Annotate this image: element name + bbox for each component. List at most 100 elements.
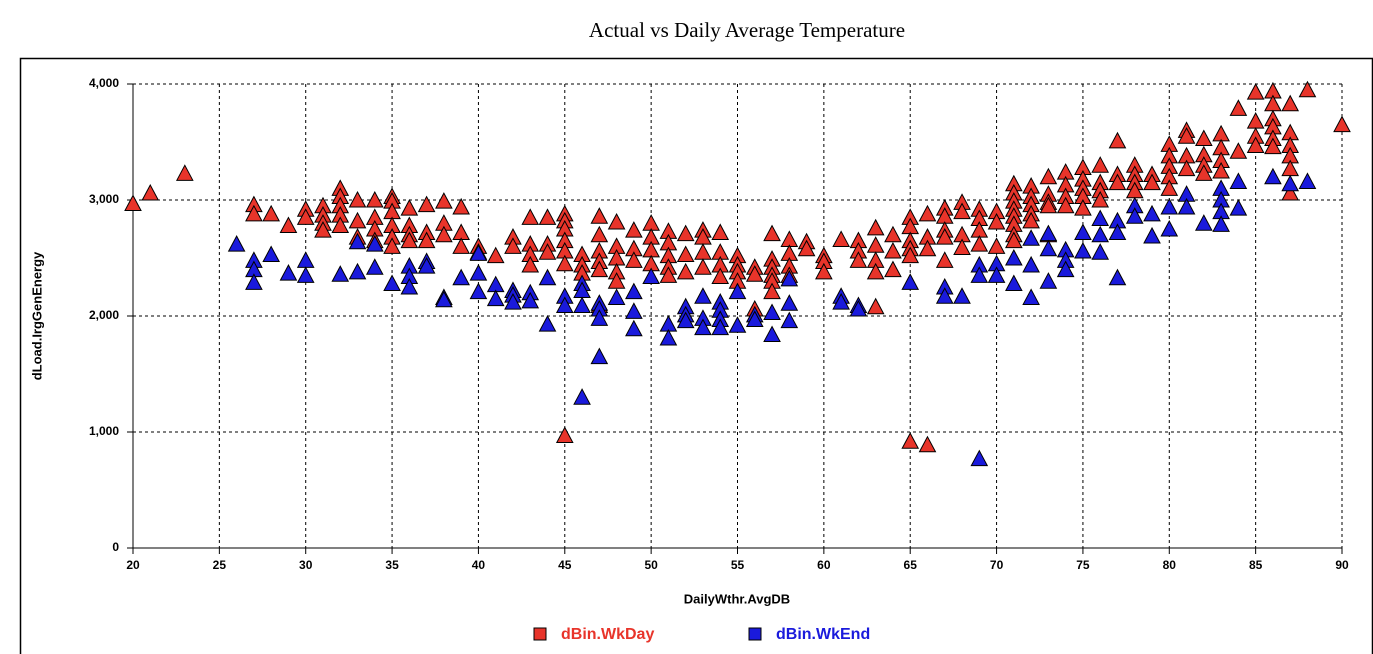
scatter-point bbox=[1177, 159, 1196, 177]
scatter-point bbox=[469, 244, 488, 261]
scatter-point bbox=[1022, 211, 1040, 229]
scatter-point bbox=[1212, 161, 1230, 179]
scatter-point bbox=[1108, 173, 1127, 191]
scatter-point bbox=[987, 266, 1006, 283]
scatter-point bbox=[1160, 197, 1179, 215]
scatter-point bbox=[935, 287, 954, 304]
y-tick-label: 1,000 bbox=[89, 424, 119, 438]
scatter-point bbox=[296, 251, 315, 268]
scatter-point bbox=[918, 204, 937, 222]
scatter-point bbox=[331, 216, 350, 234]
scatter-point bbox=[745, 310, 764, 327]
scatter-point bbox=[1298, 80, 1317, 98]
scatter-point bbox=[296, 266, 315, 283]
scatter-point bbox=[1039, 224, 1058, 242]
chart-title: Actual vs Daily Average Temperature bbox=[589, 18, 905, 42]
scatter-point bbox=[1212, 215, 1230, 232]
scatter-point bbox=[296, 208, 315, 225]
scatter-point bbox=[1264, 137, 1282, 155]
scatter-point bbox=[918, 239, 937, 257]
scatter-point bbox=[400, 231, 419, 249]
scatter-point bbox=[1108, 268, 1127, 286]
y-tick-label: 0 bbox=[112, 540, 119, 554]
scatter-point bbox=[245, 273, 263, 290]
scatter-point bbox=[970, 449, 989, 467]
scatter-point bbox=[383, 274, 401, 292]
scatter-point bbox=[607, 212, 626, 230]
x-tick-label: 45 bbox=[558, 558, 572, 572]
scatter-point bbox=[1143, 204, 1161, 222]
scatter-point bbox=[417, 231, 436, 249]
scatter-point bbox=[815, 262, 833, 280]
scatter-point bbox=[486, 275, 505, 293]
scatter-point bbox=[866, 297, 885, 315]
x-tick-label: 50 bbox=[644, 558, 658, 572]
scatter-point bbox=[1194, 129, 1213, 147]
scatter-point bbox=[1091, 225, 1110, 243]
scatter-point bbox=[573, 296, 591, 314]
scatter-point bbox=[1056, 260, 1075, 278]
scatter-point bbox=[1022, 288, 1040, 305]
scatter-point bbox=[763, 325, 781, 343]
y-tick-label: 2,000 bbox=[89, 308, 119, 322]
scatter-point bbox=[1246, 112, 1265, 129]
scatter-point bbox=[884, 225, 902, 243]
scatter-point bbox=[486, 289, 505, 307]
scatter-point bbox=[1281, 94, 1300, 112]
scatter-point bbox=[279, 216, 298, 234]
x-tick-label: 30 bbox=[299, 558, 313, 572]
scatter-point bbox=[1022, 255, 1040, 273]
x-axis-title: DailyWthr.AvgDB bbox=[684, 591, 790, 606]
x-tick-label: 85 bbox=[1249, 558, 1263, 572]
scatter-point bbox=[694, 287, 712, 304]
scatter-point bbox=[607, 288, 626, 305]
scatter-point bbox=[711, 318, 730, 336]
scatter-point bbox=[141, 183, 160, 201]
scatter-point bbox=[435, 225, 453, 243]
scatter-point bbox=[365, 258, 384, 275]
scatter-point bbox=[279, 264, 298, 281]
scatter-point bbox=[676, 245, 695, 263]
scatter-point bbox=[1298, 172, 1317, 189]
scatter-point bbox=[590, 347, 609, 365]
scatter-point bbox=[417, 257, 436, 274]
scatter-point bbox=[348, 190, 367, 208]
scatter-point bbox=[521, 255, 540, 273]
scatter-point bbox=[625, 302, 643, 319]
scatter-point bbox=[538, 243, 557, 260]
scatter-point bbox=[935, 228, 954, 245]
scatter-point bbox=[1108, 131, 1127, 149]
scatter-point bbox=[175, 164, 194, 181]
scatter-point bbox=[1229, 142, 1248, 159]
scatter-point bbox=[659, 328, 678, 346]
scatter-point bbox=[884, 241, 902, 259]
scatter-point bbox=[987, 212, 1006, 230]
scatter-point bbox=[590, 225, 609, 243]
x-tick-label: 75 bbox=[1076, 558, 1090, 572]
scatter-point bbox=[555, 426, 574, 443]
scatter-point bbox=[676, 224, 695, 242]
scatter-point bbox=[262, 204, 281, 222]
scatter-point bbox=[1212, 124, 1230, 142]
scatter-point bbox=[763, 282, 781, 300]
x-tick-label: 65 bbox=[904, 558, 918, 572]
x-tick-label: 80 bbox=[1163, 558, 1177, 572]
legend-label: dBin.WkEnd bbox=[776, 626, 870, 643]
scatter-point bbox=[642, 267, 660, 285]
scatter-point bbox=[1160, 219, 1179, 237]
scatter-point bbox=[227, 235, 246, 252]
scatter-point bbox=[953, 238, 971, 256]
scatter-point bbox=[694, 258, 712, 275]
scatter-point bbox=[452, 237, 470, 254]
scatter-point bbox=[521, 208, 540, 225]
scatter-point bbox=[469, 282, 488, 300]
scatter-point bbox=[1022, 229, 1040, 246]
legend-swatch bbox=[748, 627, 762, 641]
scatter-point bbox=[780, 269, 799, 287]
scatter-point bbox=[1074, 223, 1092, 240]
scatter-point bbox=[590, 207, 609, 224]
scatter-point bbox=[901, 432, 920, 449]
x-tick-label: 55 bbox=[731, 558, 745, 572]
scatter-point bbox=[452, 268, 470, 286]
